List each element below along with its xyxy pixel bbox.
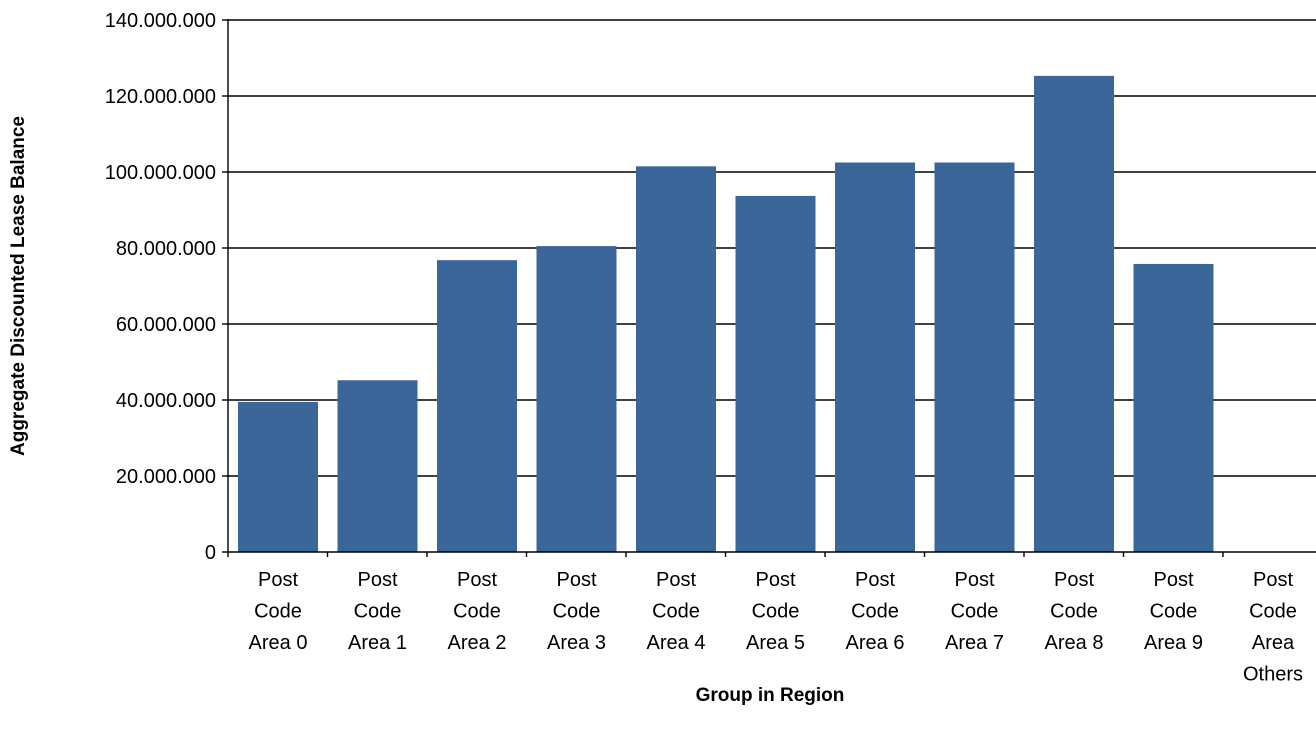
bar xyxy=(735,195,816,552)
y-tick-label: 60.000.000 xyxy=(116,314,216,336)
y-tick-label: 120.000.000 xyxy=(105,86,216,108)
bar xyxy=(536,246,617,552)
bar xyxy=(1034,75,1114,553)
y-tick-label: 80.000.000 xyxy=(116,238,216,260)
y-tick-label: 100.000.000 xyxy=(105,162,216,184)
x-tick-label: Post Code Area 3 xyxy=(547,569,606,654)
x-tick-label: Post Code Area 9 xyxy=(1144,569,1203,654)
x-tick-labels: Post Code Area 0 Post Code Area 1 Post Code Area… xyxy=(249,569,1303,686)
x-tick-label: Post Code Area Others xyxy=(1243,569,1303,686)
y-tick-label: 20.000.000 xyxy=(116,466,216,488)
bar xyxy=(934,162,1015,552)
x-tick-label: Post Code Area 7 xyxy=(945,569,1004,654)
x-tick-label: Post Code Area 2 xyxy=(448,569,507,654)
y-tick-labels: 0 20.000.000 40.000.000 60.000.000 80.000.00… xyxy=(105,10,216,564)
bar xyxy=(337,380,418,552)
x-tick-label: Post Code Area 1 xyxy=(348,569,407,654)
bar xyxy=(238,401,318,552)
x-axis-title: Group in Region xyxy=(696,685,845,706)
y-tick-label: 40.000.000 xyxy=(116,390,216,412)
x-tick-label: Post Code Area 5 xyxy=(746,569,805,654)
bar xyxy=(1133,263,1214,552)
axes xyxy=(222,19,1316,557)
y-tick-label: 0 xyxy=(205,542,216,564)
x-tick-label: Post Code Area 8 xyxy=(1045,569,1104,654)
bar xyxy=(437,260,517,552)
x-tick-label: Post Code Area 6 xyxy=(846,569,905,654)
bars xyxy=(238,75,1214,553)
bar xyxy=(835,162,915,552)
bar xyxy=(636,166,716,553)
x-tick-label: Post Code Area 4 xyxy=(647,569,706,654)
y-axis-title: Aggregate Discounted Lease Balance xyxy=(8,116,29,456)
y-tick-label: 140.000.000 xyxy=(105,10,216,32)
x-tick-label: Post Code Area 0 xyxy=(249,569,308,654)
